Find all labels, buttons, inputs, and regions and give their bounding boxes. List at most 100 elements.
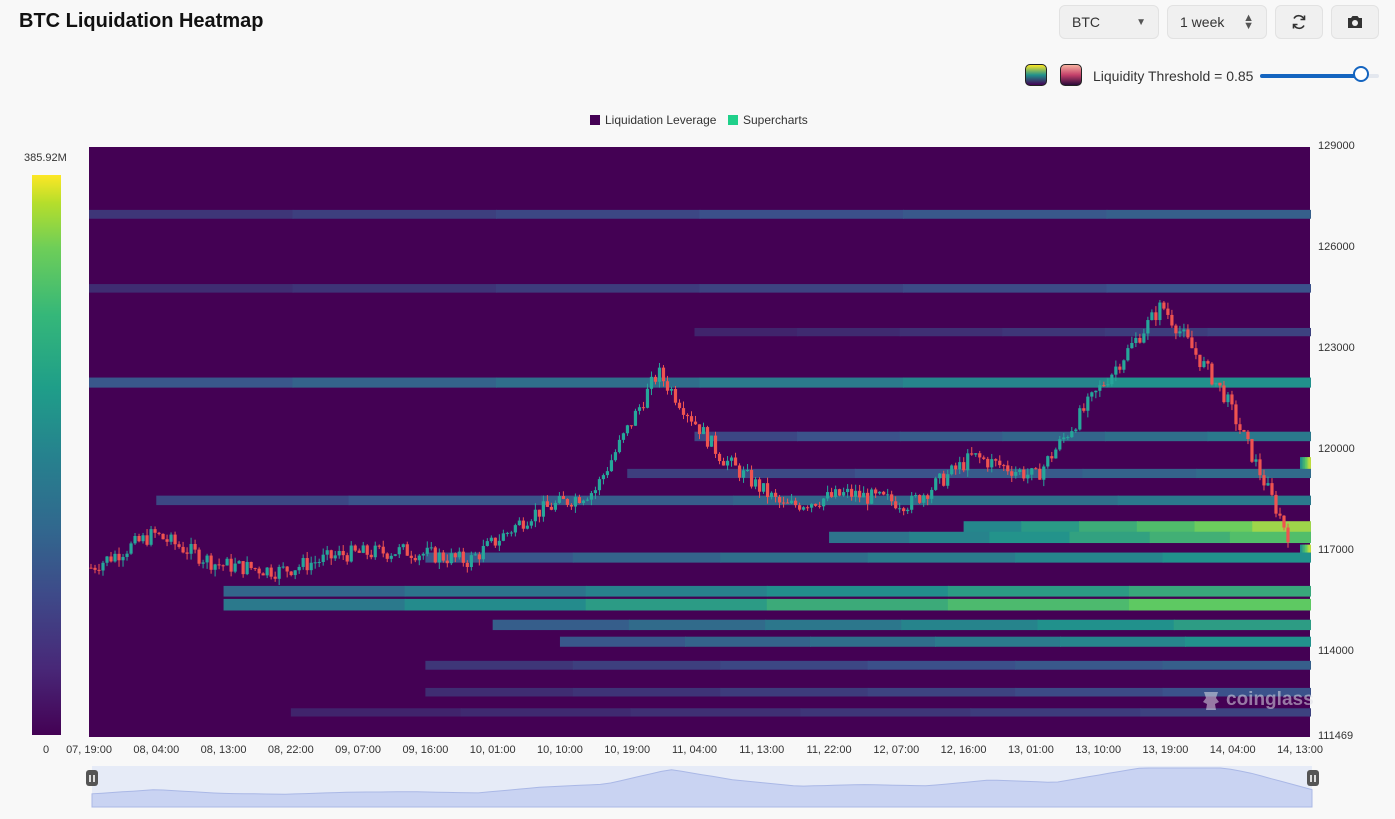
liquidation-band xyxy=(496,209,701,219)
candle-body xyxy=(273,576,277,579)
liquidation-band xyxy=(1106,284,1311,293)
liquidation-band xyxy=(720,687,869,697)
candle-body xyxy=(950,465,954,475)
candle-body xyxy=(377,545,381,547)
colorbar xyxy=(32,175,61,735)
candle-body xyxy=(1134,337,1138,344)
liquidation-band xyxy=(1002,327,1106,337)
candle-body xyxy=(433,547,437,563)
screenshot-button[interactable] xyxy=(1331,5,1379,39)
candle-body xyxy=(337,551,341,556)
liquidation-band xyxy=(496,284,701,293)
candle-body xyxy=(589,493,594,500)
candle-body xyxy=(673,388,678,403)
liquidation-band xyxy=(1162,552,1311,563)
candle-body xyxy=(385,553,389,559)
candle-body xyxy=(357,550,361,553)
candle-body xyxy=(753,479,758,487)
candle-body xyxy=(1214,382,1218,385)
candle-body xyxy=(613,452,618,461)
refresh-button[interactable] xyxy=(1275,5,1323,39)
candle-body xyxy=(405,544,409,556)
candle-body xyxy=(457,551,461,558)
liquidation-band xyxy=(425,660,574,670)
candle-body xyxy=(922,495,926,503)
x-tick-label: 08, 22:00 xyxy=(267,744,314,756)
candle-body xyxy=(169,534,173,542)
liquidation-band xyxy=(1300,457,1303,470)
candle-body xyxy=(1066,437,1070,439)
liquidation-band xyxy=(89,377,294,388)
candle-body xyxy=(453,553,457,558)
candle-body xyxy=(257,568,261,574)
candle-body xyxy=(609,460,614,472)
candle-body xyxy=(1122,360,1126,370)
navigator-handle-left[interactable] xyxy=(86,770,98,786)
colorbar-min-label: 0 xyxy=(43,744,50,756)
candle-body xyxy=(1038,468,1042,480)
alternate-palette-button[interactable] xyxy=(1060,64,1082,86)
candle-body xyxy=(938,473,942,479)
candle-body xyxy=(1118,366,1122,370)
candle-body xyxy=(469,555,473,568)
liquidation-band xyxy=(867,552,1017,563)
candle-body xyxy=(1166,308,1170,315)
candle-body xyxy=(441,552,445,561)
x-tick-label: 11, 22:00 xyxy=(806,744,852,756)
candle-body xyxy=(521,520,525,529)
candle-body xyxy=(890,494,894,502)
threshold-slider-knob[interactable] xyxy=(1353,66,1370,82)
liquidation-band xyxy=(1002,431,1106,442)
candle-body xyxy=(1138,337,1142,343)
y-tick-label: 117000 xyxy=(1318,543,1354,556)
liquidation-band xyxy=(404,598,587,611)
candle-body xyxy=(858,490,862,498)
period-select[interactable]: 1 week ▲ ▼ xyxy=(1167,5,1267,39)
candle-body xyxy=(914,495,918,497)
candle-body xyxy=(137,535,141,542)
chevron-down-icon: ▼ xyxy=(1136,16,1146,28)
candle-body xyxy=(361,545,365,553)
liquidation-band xyxy=(425,552,574,563)
candle-body xyxy=(129,543,133,554)
candle-body xyxy=(1258,459,1262,476)
candle-body xyxy=(465,562,469,568)
threshold-slider[interactable] xyxy=(1260,66,1379,82)
x-tick-label: 14, 04:00 xyxy=(1209,744,1256,756)
liquidation-band xyxy=(223,598,406,611)
viridis-palette-button[interactable] xyxy=(1025,64,1047,86)
candle-body xyxy=(505,532,509,534)
coin-select[interactable]: BTC ▼ xyxy=(1059,5,1159,39)
candle-body xyxy=(1162,302,1166,309)
candle-body xyxy=(886,494,890,496)
liquidation-band xyxy=(733,495,927,506)
navigator-handle-right[interactable] xyxy=(1307,770,1319,786)
candle-body xyxy=(749,470,754,487)
period-select-value: 1 week xyxy=(1180,14,1225,30)
candle-body xyxy=(629,425,634,427)
candle-body xyxy=(1202,361,1206,368)
liquidation-band xyxy=(947,585,1130,597)
candle-body xyxy=(113,553,117,562)
candle-body xyxy=(365,545,369,555)
liquidation-band xyxy=(903,284,1108,293)
candle-body xyxy=(617,439,622,453)
liquidation-band xyxy=(925,495,1119,506)
candle-body xyxy=(1170,314,1174,326)
x-tick-label: 13, 19:00 xyxy=(1142,744,1189,756)
candle-body xyxy=(645,388,650,408)
legend-item-supercharts[interactable]: Supercharts xyxy=(728,113,808,127)
candle-body xyxy=(1082,408,1086,411)
liquidation-band xyxy=(1305,457,1308,470)
candle-body xyxy=(513,525,517,533)
candle-body xyxy=(1102,385,1106,387)
candle-body xyxy=(249,561,253,569)
candle-body xyxy=(1094,390,1098,393)
liquidation-band xyxy=(766,598,949,611)
navigator-background xyxy=(92,766,1312,807)
legend-item-liquidation-leverage[interactable]: Liquidation Leverage xyxy=(590,113,716,127)
liquidation-band xyxy=(1194,521,1254,534)
candle-body xyxy=(1262,475,1266,486)
candle-body xyxy=(713,435,718,454)
candle-body xyxy=(854,490,858,497)
